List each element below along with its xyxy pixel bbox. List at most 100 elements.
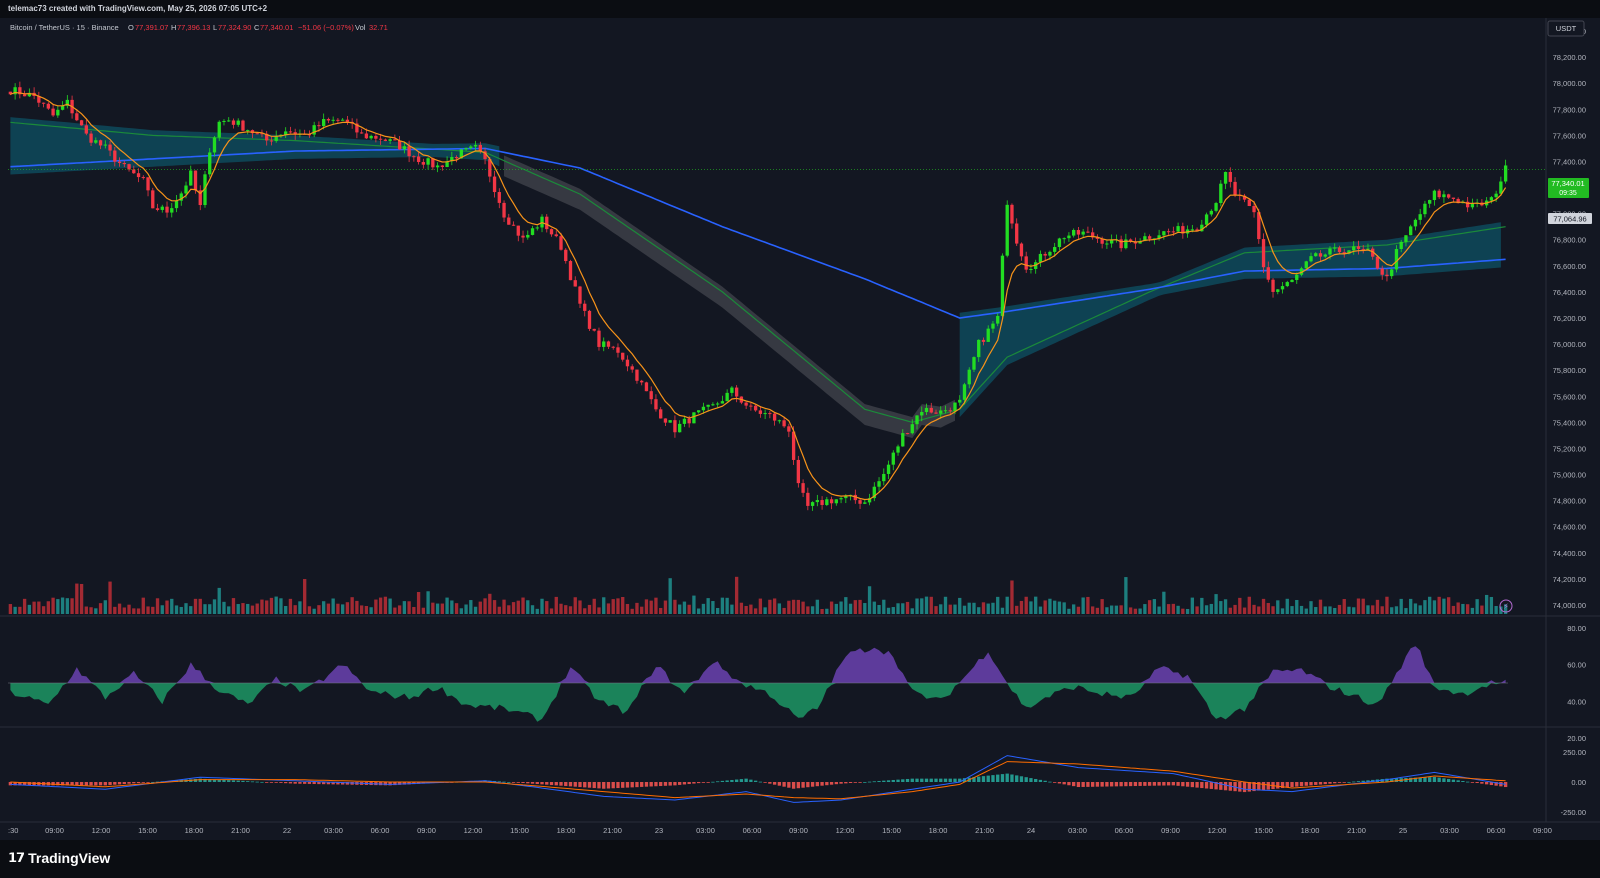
volume-bar xyxy=(1413,603,1418,614)
candle-body xyxy=(806,492,810,506)
candle-body xyxy=(402,146,407,150)
macd-histogram-bar xyxy=(1347,782,1351,783)
volume-bar xyxy=(782,607,786,614)
candle-body xyxy=(355,123,359,133)
volume-bar xyxy=(212,599,217,614)
candle-body xyxy=(174,200,179,209)
macd-histogram-bar xyxy=(583,782,587,788)
volume-bar xyxy=(853,600,857,614)
bar-countdown: 09:35 xyxy=(1559,190,1577,197)
time-tick-label: 12:00 xyxy=(836,826,855,835)
candle-body xyxy=(51,108,55,116)
macd-histogram-bar xyxy=(1038,779,1043,782)
candle-body xyxy=(616,347,620,353)
alert-flash-icon[interactable] xyxy=(1499,599,1513,613)
macd-histogram-bar xyxy=(198,778,202,782)
volume-bar xyxy=(1029,601,1033,614)
tradingview-logo[interactable]: 𝟭𝟳 TradingView xyxy=(8,850,110,866)
volume-bar xyxy=(1157,606,1161,614)
macd-histogram-bar xyxy=(682,782,687,785)
macd-histogram-bar xyxy=(1503,782,1508,788)
candle-body xyxy=(79,120,84,126)
volume-bar xyxy=(307,606,312,614)
candle-body xyxy=(521,235,525,238)
candle-body xyxy=(1005,204,1009,256)
macd-histogram-bar xyxy=(1390,778,1394,782)
volume-bar xyxy=(1432,600,1437,614)
price-marker-value: 77,064.96 xyxy=(1553,215,1586,224)
macd-histogram-bar xyxy=(1447,778,1451,782)
time-tick-label: 09:00 xyxy=(417,826,436,835)
volume-bar xyxy=(459,608,463,614)
macd-histogram-bar xyxy=(986,775,990,782)
candle-body xyxy=(663,418,668,423)
volume-bar xyxy=(687,604,691,614)
candle-body xyxy=(127,164,131,170)
volume-bar xyxy=(397,605,402,614)
candle-body xyxy=(1295,274,1299,280)
macd-histogram-bar xyxy=(1247,782,1251,792)
price-chart[interactable]: 80.00 60.00 40.00 20.00 250.00 0.00 -250.00 7… xyxy=(0,18,1600,840)
volume-bar xyxy=(312,608,316,614)
volume-bar xyxy=(516,600,520,614)
volume-bar xyxy=(791,599,796,614)
candle-body xyxy=(65,99,69,106)
candle-body xyxy=(198,190,202,206)
candle-body xyxy=(649,391,653,400)
macd-histogram-bar xyxy=(407,782,411,785)
candle-body xyxy=(374,135,378,139)
volume-bar xyxy=(943,596,948,614)
currency-button[interactable] xyxy=(1547,20,1585,37)
volume-bar xyxy=(848,603,853,614)
cloud-area xyxy=(10,117,500,175)
volume-bar xyxy=(977,607,981,614)
macd-histogram-bar xyxy=(1152,782,1157,786)
candle-body xyxy=(772,413,777,421)
volume-bar xyxy=(184,603,188,614)
volume-bar xyxy=(231,598,236,614)
volume-bar xyxy=(1437,596,1441,614)
macd-histogram-bar xyxy=(56,782,60,786)
candle-body xyxy=(1090,232,1095,238)
volume-bar xyxy=(336,603,340,614)
macd-histogram-bar xyxy=(701,782,706,783)
macd-histogram-bar xyxy=(113,782,117,785)
macd-histogram-bar xyxy=(725,780,729,782)
macd-histogram-bar xyxy=(521,782,525,784)
macd-histogram-bar xyxy=(606,782,611,789)
candle-body xyxy=(554,234,558,237)
candle-body xyxy=(1067,235,1071,239)
volume-bar xyxy=(659,607,663,614)
volume-bar xyxy=(706,598,710,614)
candle-body xyxy=(915,415,919,425)
volume-bar xyxy=(1475,599,1479,614)
candle-body xyxy=(1057,238,1062,248)
candle-body xyxy=(1157,235,1161,239)
macd-histogram-bar xyxy=(801,782,805,788)
macd-histogram-bar xyxy=(397,782,402,785)
macd-histogram-bar xyxy=(1062,782,1066,785)
macd-histogram-bar xyxy=(65,782,69,786)
candle-body xyxy=(549,229,554,235)
candle-body xyxy=(469,146,473,149)
price-tick-label: 75,000.00 xyxy=(1553,471,1586,480)
legend-low: 77,324.90 xyxy=(218,23,251,32)
volume-bar xyxy=(1328,606,1332,614)
candle-body xyxy=(1304,261,1308,269)
volume-bar xyxy=(910,608,914,614)
volume-bar xyxy=(1228,607,1232,614)
legend-open: 77,391.07 xyxy=(135,23,168,32)
macd-histogram-bar xyxy=(972,777,976,782)
macd-histogram-bar xyxy=(711,781,715,783)
candle-body xyxy=(492,176,497,193)
candle-body xyxy=(369,135,373,139)
macd-histogram-bar xyxy=(1147,782,1152,786)
candle-body xyxy=(359,132,364,134)
macd-histogram-bar xyxy=(1295,782,1299,787)
macd-histogram-bar xyxy=(1029,778,1033,782)
candle-body xyxy=(1470,203,1475,208)
macd-histogram-bar xyxy=(678,782,682,785)
volume-bar xyxy=(739,602,744,614)
macd-histogram-bar xyxy=(117,782,122,785)
candle-body xyxy=(753,405,758,411)
